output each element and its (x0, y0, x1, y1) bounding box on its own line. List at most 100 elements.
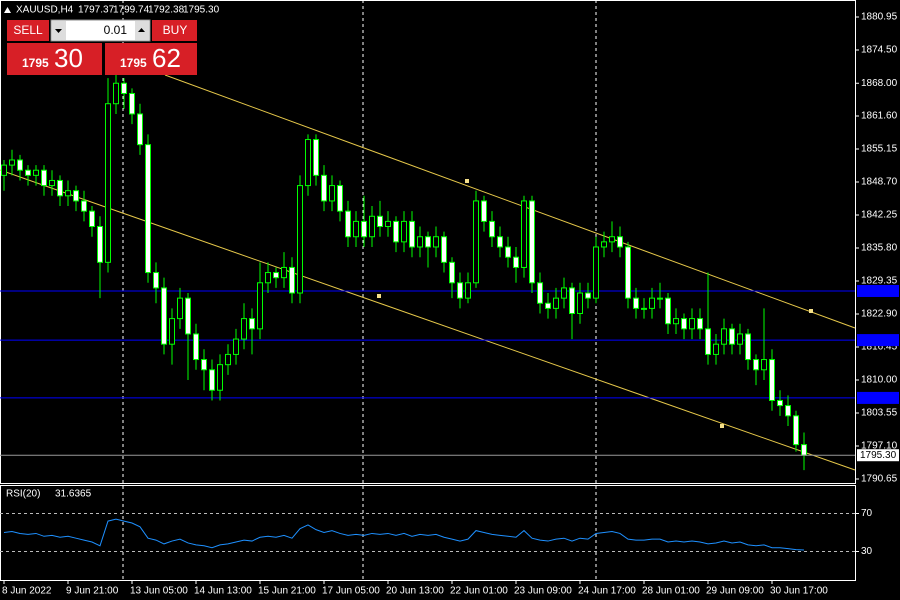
buy-price-big[interactable]: 1795 (120, 56, 147, 70)
rsi-frame (0, 485, 856, 581)
sell-price-box[interactable] (7, 43, 102, 75)
candle-body (737, 333, 743, 345)
candle-body (521, 200, 527, 268)
channel-anchor (720, 424, 724, 428)
candle-body (249, 318, 255, 330)
y-tick-label: 1829.35 (861, 276, 898, 287)
candle-body (633, 297, 639, 309)
channel-upper (164, 74, 856, 329)
candle-body (617, 236, 623, 248)
candle-body (569, 287, 575, 314)
candle-body (673, 318, 679, 325)
candle-body (689, 318, 695, 330)
y-tick-label: 1797.10 (861, 441, 898, 452)
lot-box[interactable] (50, 19, 151, 42)
candle-body (129, 92, 135, 115)
candle-body (537, 282, 543, 304)
candle-body (81, 200, 87, 212)
candle-body (65, 190, 71, 197)
candle-body (113, 82, 119, 105)
candle-body (441, 236, 447, 263)
level-tag (857, 334, 899, 347)
x-tick-label: 9 Jun 21:00 (66, 586, 119, 597)
candle-body (457, 282, 463, 299)
candle-body (353, 220, 359, 238)
buy-price-box[interactable] (105, 43, 197, 75)
candle-body (801, 444, 807, 456)
sell-button[interactable] (7, 20, 49, 41)
sell-price-big[interactable]: 1795 (22, 56, 49, 70)
y-tick-label: 1861.60 (861, 111, 898, 122)
channel-anchor (377, 294, 381, 298)
candle-body (105, 103, 111, 263)
candle-body (217, 364, 223, 391)
candle-body (49, 179, 55, 187)
candle-body (369, 215, 375, 238)
channel-lower (0, 169, 856, 471)
candle-body (313, 139, 319, 176)
candle-body (649, 297, 655, 309)
candle-body (401, 220, 407, 243)
candle-body (201, 359, 207, 371)
header-low: 1792.38 (148, 5, 185, 16)
candle-body (121, 82, 127, 94)
candle-body (449, 261, 455, 284)
y-tick-label: 1855.15 (861, 144, 898, 155)
candle-body (17, 159, 23, 171)
y-tick-label: 70 (861, 508, 873, 519)
candle-body (601, 241, 607, 248)
lot-value[interactable]: 0.01 (104, 23, 128, 37)
candle-body (641, 307, 647, 310)
y-tick-label: 1790.65 (861, 474, 898, 485)
candle-body (337, 185, 343, 212)
candle-body (745, 333, 751, 361)
candle-body (137, 113, 143, 146)
x-tick-label: 8 Jun 2022 (2, 586, 52, 597)
candle-body (9, 159, 15, 166)
candle-body (41, 169, 47, 187)
y-tick-label: 1810.00 (861, 375, 898, 386)
symbol: XAUUSD,H4 (16, 5, 74, 16)
header-icon (4, 7, 11, 13)
y-tick-label: 1842.25 (861, 210, 898, 221)
candle-body (705, 328, 711, 355)
candle-body (577, 292, 583, 314)
candle-body (681, 318, 687, 330)
candle-body (345, 210, 351, 238)
candle-body (545, 302, 551, 309)
candle-body (625, 246, 631, 299)
candle-body (481, 200, 487, 222)
candle-body (225, 353, 231, 366)
buy-button[interactable] (152, 20, 197, 41)
candle-body (321, 174, 327, 202)
candle-body (409, 220, 415, 248)
buy-label[interactable]: BUY (163, 23, 188, 37)
header-open: 1797.37 (78, 5, 115, 16)
sell-price-pips[interactable]: 30 (54, 43, 83, 73)
candle-body (361, 220, 367, 238)
candle-body (193, 333, 199, 361)
candle-body (161, 287, 167, 345)
candle-body (753, 359, 759, 371)
candle-body (609, 236, 615, 243)
candle-body (793, 415, 799, 446)
candle-body (273, 272, 279, 279)
buy-price-pips[interactable]: 62 (152, 43, 181, 73)
candle-body (185, 297, 191, 335)
candle-body (169, 318, 175, 345)
header-close: 1795.30 (183, 5, 220, 16)
candle-body (433, 236, 439, 248)
candle-body (593, 246, 599, 299)
candle-body (561, 287, 567, 299)
candle-body (1, 164, 7, 176)
candle-body (377, 215, 383, 228)
rsi-value: 31.6365 (55, 489, 92, 500)
sell-label[interactable]: SELL (13, 23, 43, 37)
candle-body (57, 179, 63, 197)
main-frame (0, 0, 856, 484)
y-tick-label: 1874.50 (861, 45, 898, 56)
candle-body (385, 220, 391, 228)
candle-body (297, 185, 303, 294)
candle-body (785, 405, 791, 417)
candle-body (697, 318, 703, 330)
